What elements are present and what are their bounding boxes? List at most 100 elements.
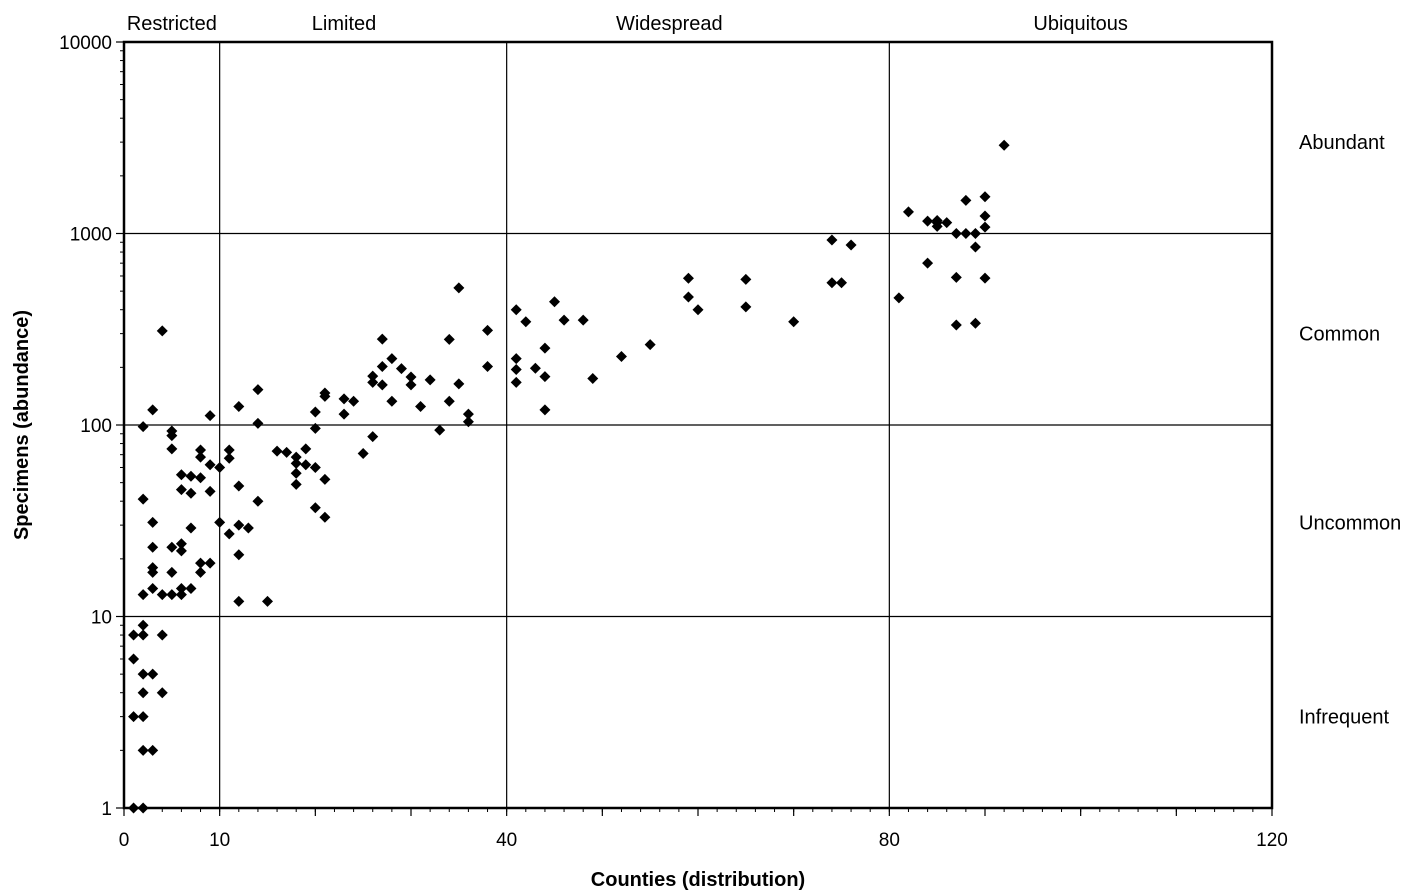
data-point <box>147 668 159 680</box>
data-point <box>242 522 254 534</box>
data-point <box>577 314 589 326</box>
data-point <box>692 304 704 316</box>
data-point <box>175 545 187 557</box>
data-point <box>998 139 1010 151</box>
data-point <box>252 495 264 507</box>
x-tick-label: 120 <box>1256 830 1288 851</box>
x-tick-label: 80 <box>879 830 900 851</box>
data-point <box>185 470 197 482</box>
data-point <box>195 444 207 456</box>
data-point <box>128 802 140 814</box>
data-point <box>520 316 532 328</box>
data-point <box>376 333 388 345</box>
data-point <box>309 461 321 473</box>
data-point <box>309 406 321 418</box>
data-point <box>309 422 321 434</box>
data-point <box>290 467 302 479</box>
abundance-zone-label: Abundant <box>1299 132 1385 154</box>
data-point <box>587 372 599 384</box>
data-point <box>156 589 168 601</box>
data-point <box>424 374 436 386</box>
data-point <box>931 217 943 229</box>
data-point <box>128 653 140 665</box>
x-tick-label: 40 <box>496 830 517 851</box>
data-point <box>386 353 398 365</box>
gridlines <box>124 232 1272 618</box>
data-point <box>405 371 417 383</box>
data-point <box>233 480 245 492</box>
data-point <box>175 589 187 601</box>
axis-tick-labels: 1 10 100 1000 10000 0 10 40 80 120 <box>59 33 1288 851</box>
data-point <box>950 271 962 283</box>
data-point <box>252 384 264 396</box>
data-point <box>137 493 149 505</box>
x-axis-title: Counties (distribution) <box>591 869 805 891</box>
data-point <box>615 350 627 362</box>
data-point <box>262 595 273 607</box>
data-point <box>367 376 379 388</box>
data-point <box>682 291 694 303</box>
y-axis-title: Specimens (abundance) <box>11 310 33 540</box>
y-tick-label: 1000 <box>70 225 112 246</box>
data-point <box>137 744 149 756</box>
data-point <box>204 485 216 497</box>
x-tick-label: 0 <box>119 830 130 851</box>
data-point <box>156 687 168 699</box>
data-point <box>950 228 962 239</box>
data-point <box>826 234 838 246</box>
data-point <box>539 342 551 354</box>
data-point <box>357 447 369 459</box>
data-point <box>969 317 981 329</box>
data-point <box>195 566 207 578</box>
data-point <box>969 228 981 239</box>
data-point <box>893 292 905 304</box>
data-point <box>128 711 140 723</box>
data-point <box>376 379 388 391</box>
data-point <box>233 519 245 531</box>
y-tick-label: 10 <box>91 608 112 629</box>
data-point <box>300 443 312 455</box>
data-point <box>137 629 149 641</box>
data-point <box>166 541 178 553</box>
data-point <box>395 363 407 375</box>
data-point <box>319 511 331 523</box>
data-point <box>950 319 962 331</box>
data-point <box>462 408 474 420</box>
data-point <box>166 425 178 437</box>
data-point <box>223 452 235 464</box>
data-point <box>175 583 187 595</box>
data-point <box>386 395 398 407</box>
data-point <box>233 595 245 607</box>
abundance-zone-label: Infrequent <box>1299 707 1390 729</box>
data-point <box>166 566 178 578</box>
data-point <box>482 324 494 336</box>
data-point <box>510 363 522 375</box>
data-point <box>482 361 494 373</box>
data-point <box>175 469 187 481</box>
data-point <box>367 431 379 443</box>
data-point <box>156 325 168 337</box>
distribution-zone-label: Restricted <box>127 13 217 35</box>
data-point <box>233 400 245 412</box>
data-point <box>195 472 207 484</box>
data-point <box>271 445 283 457</box>
data-point <box>979 191 991 203</box>
data-point <box>434 424 446 436</box>
data-point <box>319 387 331 399</box>
data-point <box>185 522 197 534</box>
data-point <box>137 619 149 631</box>
data-point <box>462 416 474 428</box>
y-tick-label: 10000 <box>59 33 112 54</box>
data-point <box>969 241 981 253</box>
data-point <box>147 404 159 416</box>
data-point <box>979 210 991 222</box>
data-point <box>137 589 149 601</box>
distribution-zone-label: Ubiquitous <box>1033 13 1128 35</box>
abundance-zone-label: Uncommon <box>1299 512 1401 534</box>
data-point <box>348 395 360 407</box>
y-tick-label: 1 <box>101 799 112 820</box>
data-point <box>214 461 226 473</box>
data-point <box>529 362 541 374</box>
data-point <box>147 566 159 578</box>
data-point <box>185 583 197 595</box>
